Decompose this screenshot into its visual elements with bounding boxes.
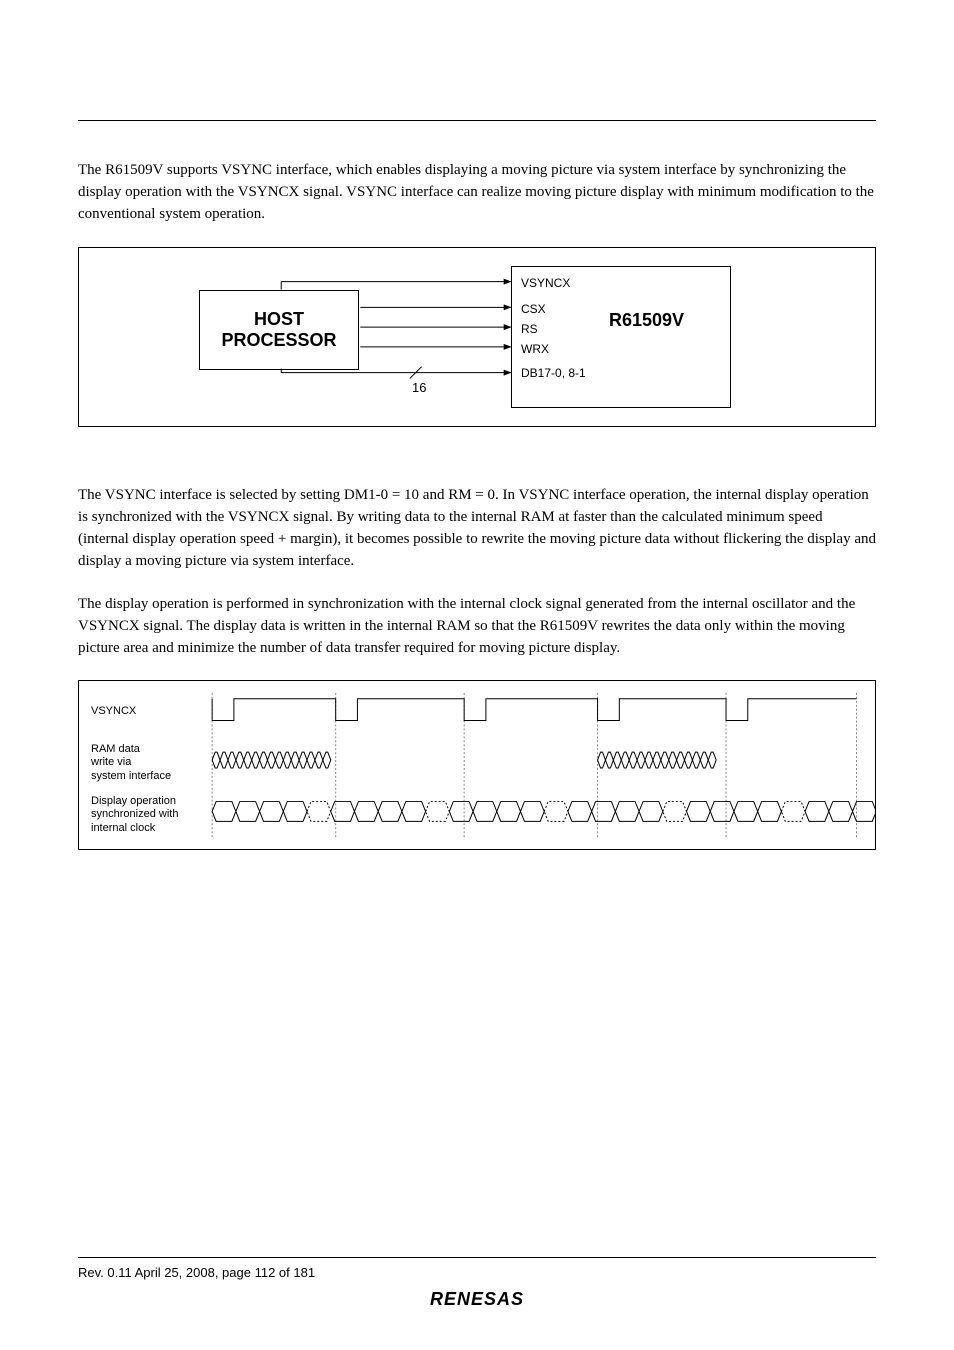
wires-svg	[79, 248, 875, 426]
figure-block-diagram: HOST PROCESSOR R61509V VSYNCX CSX RS WRX…	[78, 247, 876, 427]
renesas-logo: RENESAS	[0, 1289, 954, 1310]
intro-paragraph: The R61509V supports VSYNC interface, wh…	[78, 160, 876, 225]
paragraph-2: The display operation is performed in sy…	[78, 594, 876, 659]
figure-timing-diagram: VSYNCX RAM data write via system interfa…	[78, 680, 876, 850]
footer-text: Rev. 0.11 April 25, 2008, page 112 of 18…	[78, 1265, 315, 1280]
timing-svg	[79, 681, 875, 849]
footer-rule	[78, 1257, 876, 1258]
top-rule	[78, 120, 876, 121]
paragraph-1: The VSYNC interface is selected by setti…	[78, 485, 876, 572]
